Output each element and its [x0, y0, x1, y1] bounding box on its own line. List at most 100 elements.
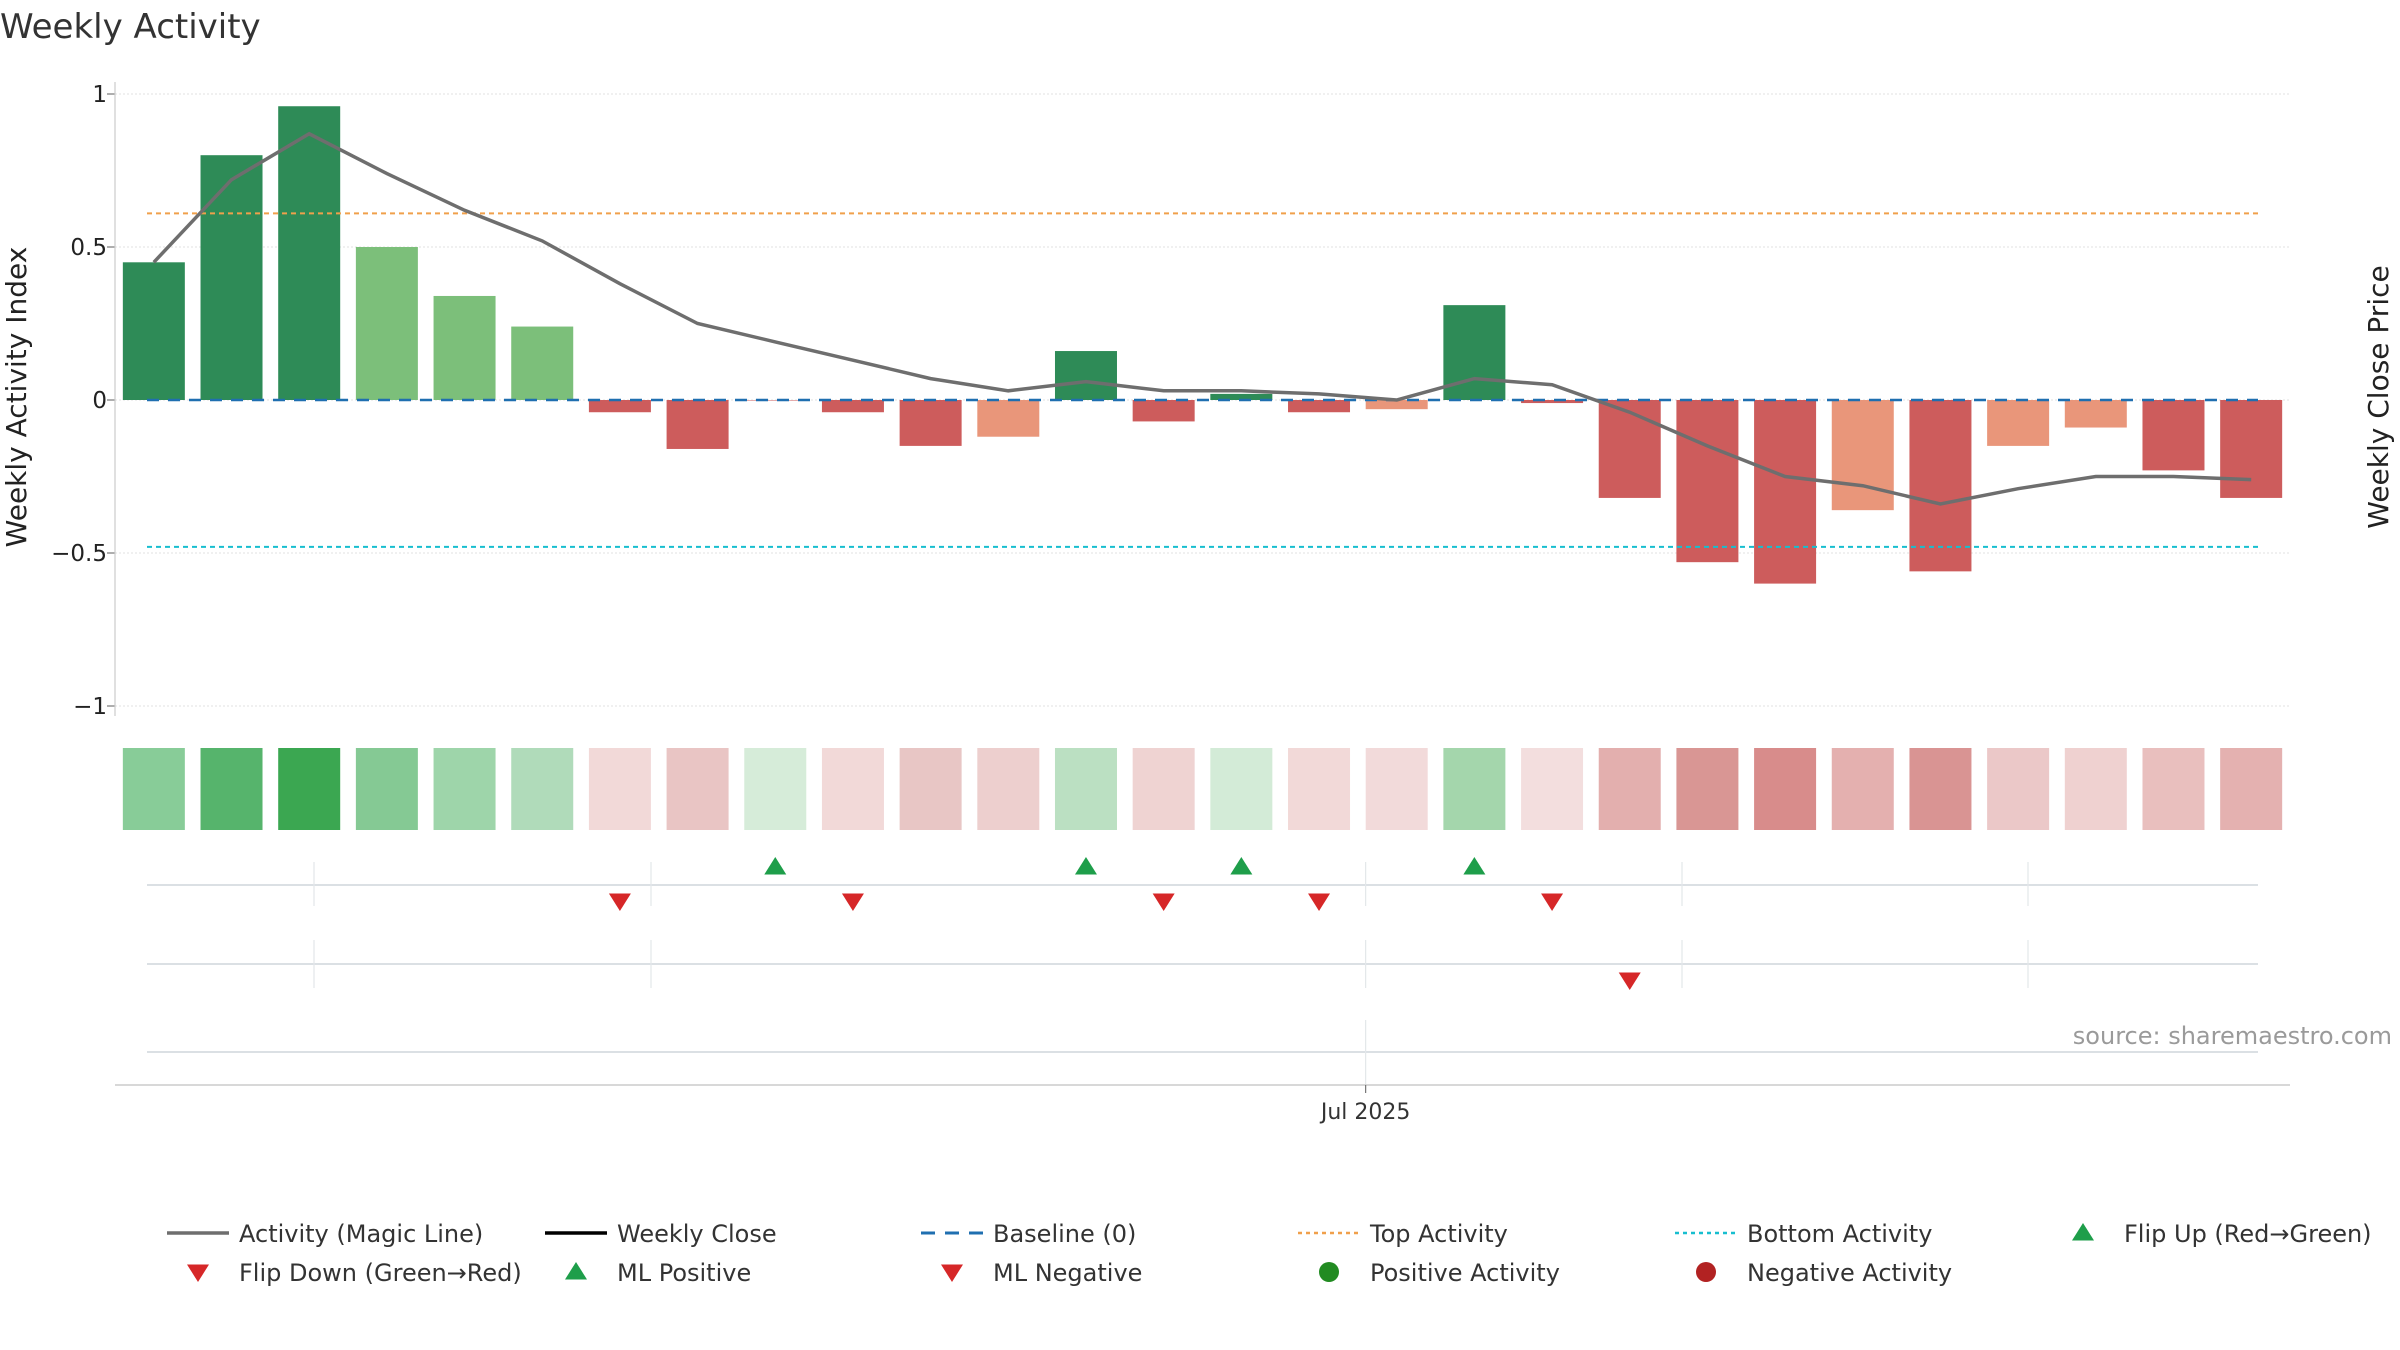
activity-bar [1288, 400, 1351, 413]
y-tick-label: 1 [92, 82, 107, 108]
legend-down-triangle-swatch [941, 1264, 963, 1282]
flip-up-marker [764, 857, 787, 875]
heat-cell [1521, 748, 1584, 830]
legend-label: ML Positive [617, 1259, 751, 1287]
heat-cell [899, 748, 962, 830]
flip-down-marker [1541, 893, 1564, 911]
flip-down-marker [1152, 893, 1175, 911]
heat-cell [433, 748, 496, 830]
flip-up-marker [1074, 857, 1097, 875]
heat-cell [1987, 748, 2050, 830]
legend-item: Activity (Magic Line) [167, 1220, 483, 1248]
chart-title: Weekly Activity [0, 7, 261, 47]
activity-bar [2220, 400, 2283, 498]
heat-cell [744, 748, 807, 830]
y-axis-label: Weekly Activity Index [0, 247, 33, 548]
activity-bar [278, 106, 341, 401]
activity-bar [1598, 400, 1661, 498]
activity-bar [200, 155, 263, 400]
legend-label: Positive Activity [1370, 1259, 1560, 1287]
legend-circle-swatch [1319, 1262, 1339, 1282]
legend-label: Baseline (0) [993, 1220, 1136, 1248]
heat-cell [1443, 748, 1506, 830]
flip-down-marker [841, 893, 864, 911]
legend-item: ML Negative [941, 1259, 1142, 1287]
activity-bar [122, 262, 185, 400]
heat-cell [977, 748, 1040, 830]
activity-bar [744, 400, 807, 401]
legend-up-triangle-swatch [2072, 1223, 2094, 1241]
legend-label: Top Activity [1369, 1220, 1508, 1248]
heat-cell [2142, 748, 2205, 830]
heat-cell [278, 748, 341, 830]
activity-bar [1676, 400, 1739, 563]
legend-item: Top Activity [1298, 1220, 1508, 1248]
heat-cell [511, 748, 574, 830]
heat-cell [122, 748, 185, 830]
legend: Activity (Magic Line) Weekly Close Baselin… [167, 1220, 2372, 1287]
activity-bar [1909, 400, 1972, 572]
heat-cell [666, 748, 729, 830]
legend-item: Baseline (0) [921, 1220, 1136, 1248]
legend-circle-swatch [1696, 1262, 1716, 1282]
activity-bar [977, 400, 1040, 437]
activity-bar [1987, 400, 2050, 446]
activity-bar [1831, 400, 1894, 511]
legend-item: Weekly Close [545, 1220, 777, 1248]
flip-up-marker [1463, 857, 1486, 875]
y-tick-label: 0 [92, 388, 107, 414]
activity-bar [821, 400, 884, 413]
legend-item: Flip Down (Green→Red) [187, 1259, 522, 1287]
legend-down-triangle-swatch [187, 1264, 209, 1282]
legend-label: Negative Activity [1747, 1259, 1952, 1287]
activity-bar [1132, 400, 1195, 422]
y-tick-label: −0.5 [51, 541, 107, 567]
legend-label: ML Negative [993, 1259, 1142, 1287]
heat-cell [1831, 748, 1894, 830]
legend-item: Flip Up (Red→Green) [2072, 1220, 2372, 1248]
heat-cell [1909, 748, 1972, 830]
heat-cell [1132, 748, 1195, 830]
activity-bar [511, 326, 574, 400]
activity-bar [1210, 393, 1273, 400]
activity-bar [588, 400, 651, 413]
legend-up-triangle-swatch [565, 1262, 587, 1280]
x-tick-label: Jul 2025 [1319, 1100, 1411, 1125]
y2-axis-label: Weekly Close Price [2362, 265, 2395, 528]
heat-cell [1365, 748, 1428, 830]
flip-down-marker [608, 893, 631, 911]
heat-cell [2220, 748, 2283, 830]
legend-label: Activity (Magic Line) [239, 1220, 483, 1248]
legend-label: Flip Up (Red→Green) [2124, 1220, 2372, 1248]
heat-cell [1754, 748, 1817, 830]
heat-cell [1210, 748, 1273, 830]
y-tick-label: 0.5 [70, 235, 107, 261]
legend-item: ML Positive [565, 1259, 751, 1287]
activity-bar [666, 400, 729, 449]
legend-label: Bottom Activity [1747, 1220, 1932, 1248]
heat-cell [2064, 748, 2127, 830]
source-credit: source: sharemaestro.com [2073, 1022, 2392, 1050]
heat-cell [200, 748, 263, 830]
heat-cell [821, 748, 884, 830]
activity-bar [1365, 400, 1428, 410]
legend-item: Negative Activity [1696, 1259, 1952, 1287]
heat-cell [1054, 748, 1117, 830]
activity-bar [2142, 400, 2205, 471]
legend-item: Bottom Activity [1675, 1220, 1932, 1248]
activity-bar [355, 247, 418, 400]
legend-label: Weekly Close [617, 1220, 777, 1248]
legend-label: Flip Down (Green→Red) [239, 1259, 522, 1287]
heat-cell [588, 748, 651, 830]
ml-negative-marker [1618, 972, 1641, 990]
activity-bar [2064, 400, 2127, 428]
flip-up-marker [1230, 857, 1253, 875]
activity-bar [433, 295, 496, 400]
legend-item: Positive Activity [1319, 1259, 1560, 1287]
activity-bar [1054, 351, 1117, 400]
magic-line [152, 131, 2252, 506]
activity-bar [899, 400, 962, 446]
heat-cell [1598, 748, 1661, 830]
heat-cell [1676, 748, 1739, 830]
